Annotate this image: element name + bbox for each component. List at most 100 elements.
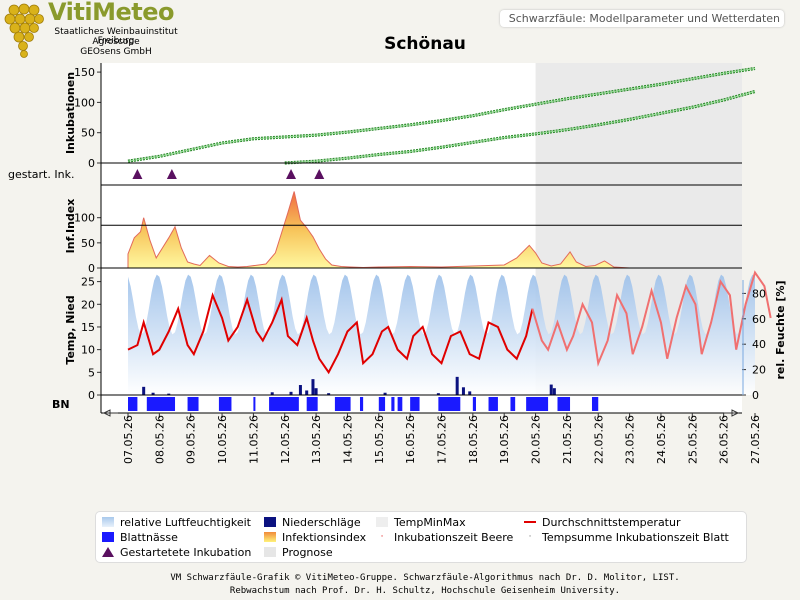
scroll-left-arrow-icon (102, 409, 118, 417)
brand-line-3: GEOsens GmbH (80, 47, 152, 57)
x-tick-label: 27.05.26 (749, 415, 762, 464)
panel-temperatur-plot: 0 5 10 15 20 25 Temp, Nied 0 20 40 60 80 rel. Feucht… (64, 267, 787, 402)
y-axis-label-temp: Temp, Nied (64, 295, 77, 364)
niederschlag-bar (311, 379, 315, 395)
panel-blattnaesse (101, 395, 742, 413)
y-tick-label: 0 (88, 262, 95, 275)
legend-label: TempMinMax (394, 515, 466, 529)
blattnaesse-block (591, 397, 599, 411)
y-tick-label: 15 (81, 321, 95, 334)
legend-swatch (264, 547, 276, 557)
niederschlag-bar (327, 393, 331, 395)
blattnaesse-block (128, 397, 138, 411)
legend-swatch (376, 517, 388, 527)
gestartete-inkubation-marker (286, 169, 297, 179)
x-tick-label: 13.05.26 (310, 415, 323, 464)
legend-swatch (102, 517, 114, 527)
x-tick-label: 11.05.26 (247, 415, 260, 464)
legend-label: Gestartetete Inkubation (120, 545, 252, 559)
legend-swatch (264, 517, 276, 527)
y2-tick-label: 0 (752, 389, 759, 402)
niederschlag-bar (383, 392, 387, 395)
legend-item-luftfeuchtigkeit: relative Luftfeuchtigkeit (102, 515, 251, 529)
niederschlag-bar (314, 388, 318, 395)
legend-label: Prognose (282, 545, 333, 559)
legend-item-gestartete-inkubation: Gestartetete Inkubation (102, 545, 251, 559)
infektionsindex-area (127, 191, 630, 269)
y-axis-label-gestartet: gestart. Ink. (8, 168, 74, 181)
x-tick-label: 09.05.26 (185, 415, 198, 464)
triangle-icon (102, 547, 114, 557)
y2-tick-label: 60 (752, 313, 766, 326)
footer-line-2: Rebwachstum nach Prof. Dr. H. Schultz, H… (229, 586, 621, 596)
blattnaesse-block (438, 397, 461, 411)
x-tick-label: 16.05.26 (404, 415, 417, 464)
legend-item-blattnaesse: Blattnässe (102, 530, 178, 544)
x-tick-label: 26.05.26 (718, 415, 731, 464)
legend-swatch: · (380, 532, 384, 542)
x-tick-label: 24.05.26 (655, 415, 668, 464)
chart-subtitle: Schwarzfäule: Modellparameter und Wetter… (500, 10, 784, 27)
legend-label: Infektionsindex (282, 530, 367, 544)
blattnaesse-block (472, 397, 476, 411)
rel-feuchte-area (128, 274, 755, 395)
x-tick-label: 19.05.26 (498, 415, 511, 464)
niederschlag-bar (142, 386, 146, 395)
blattnaesse-block (187, 397, 199, 411)
blattnaesse-block (510, 397, 516, 411)
blattnaesse-block (269, 397, 299, 411)
blattnaesse-block (146, 397, 176, 411)
legend-item-tempminmax: TempMinMax (376, 515, 466, 529)
brand-line-2: Agroscope (92, 37, 140, 47)
legend-item-durchschnittstemperatur: Durchschnittstemperatur (524, 515, 681, 529)
niederschlag-bar (298, 385, 302, 395)
brand-name: VitiMeteo (48, 0, 174, 26)
gestartete-inkubation-marker (314, 169, 325, 179)
x-tick-label: 17.05.26 (436, 415, 449, 464)
y2-tick-label: 80 (752, 287, 766, 300)
x-tick-label: 12.05.26 (279, 415, 292, 464)
x-tick-label: 18.05.26 (467, 415, 480, 464)
blattnaesse-block (359, 397, 364, 411)
x-tick-label: 20.05.26 (530, 415, 543, 464)
footer: VM Schwarzfäule-Grafik © VitiMeteo-Grupp… (0, 572, 800, 598)
x-tick-label: 14.05.26 (341, 415, 354, 464)
grape-icon (4, 3, 44, 58)
blattnaesse-block (218, 397, 232, 411)
niederschlag-bar (549, 384, 553, 395)
x-tick-label: 21.05.26 (561, 415, 574, 464)
legend-label: Tempsumme Inkubationszeit Blatt (542, 530, 729, 544)
scroll-right-arrow-icon (724, 409, 740, 417)
y-tick-label: 10 (81, 344, 95, 357)
blattnaesse-block (378, 397, 386, 411)
legend-item-prognose: Prognose (264, 545, 333, 559)
niederschlag-bar (289, 391, 293, 395)
niederschlag-bar (461, 387, 465, 395)
gestartete-inkubation-marker (166, 169, 177, 179)
y-tick-label: 20 (81, 298, 95, 311)
legend-label: Durchschnittstemperatur (542, 515, 681, 529)
niederschlag-bar (151, 392, 155, 395)
blattnaesse-block (306, 397, 318, 411)
y-tick-label: 0 (88, 389, 95, 402)
y-tick-label: 150 (74, 66, 95, 79)
x-tick-label: 15.05.26 (373, 415, 386, 464)
y-tick-label: 0 (88, 157, 95, 170)
niederschlag-bar (468, 391, 472, 395)
legend-item-infektionsindex: Infektionsindex (264, 530, 366, 544)
y-tick-label: 5 (88, 366, 95, 379)
chart-title: Schönau (384, 34, 466, 54)
blattnaesse-block (334, 397, 351, 411)
blattnaesse-block (557, 397, 571, 411)
y2-tick-label: 40 (752, 338, 766, 351)
x-tick-label: 25.05.26 (686, 415, 699, 464)
panel-gestartete-plot: gestart. Ink. (8, 168, 325, 181)
panel-blattnaesse-plot: BN (52, 394, 742, 411)
niederschlag-bar (436, 393, 440, 395)
y-tick-label: 100 (74, 212, 95, 225)
legend-label: Inkubationszeit Beere (394, 530, 514, 544)
inkubation-series-1-core (127, 67, 756, 162)
blattnaesse-block (410, 397, 420, 411)
